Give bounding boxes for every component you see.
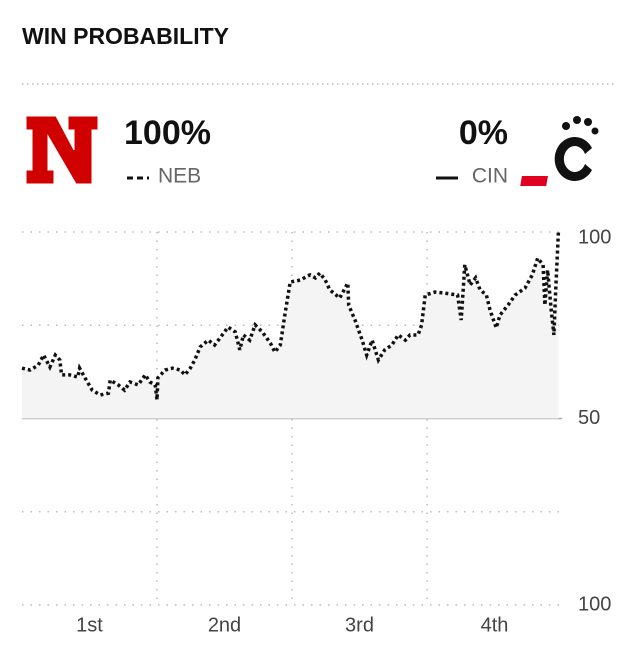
x-tick-label: 3rd — [345, 614, 374, 636]
team-name: NEB — [158, 165, 201, 188]
team-probability: 100% — [124, 114, 211, 152]
team-probability: 0% — [459, 114, 508, 152]
x-tick-label: 4th — [481, 614, 509, 636]
neb-logo — [25, 115, 99, 185]
line — [21, 231, 561, 401]
y-tick-label: 50 — [578, 407, 600, 429]
x-tick-label: 2nd — [208, 614, 241, 636]
y-tick-label: 100 — [578, 226, 611, 248]
title: WIN PROBABILITY — [22, 23, 229, 49]
team-name: CIN — [472, 165, 508, 188]
x-tick-label: 1st — [76, 614, 103, 636]
cin-logo — [520, 116, 599, 186]
area — [22, 232, 559, 419]
y-tick-label: 100 — [578, 593, 611, 615]
